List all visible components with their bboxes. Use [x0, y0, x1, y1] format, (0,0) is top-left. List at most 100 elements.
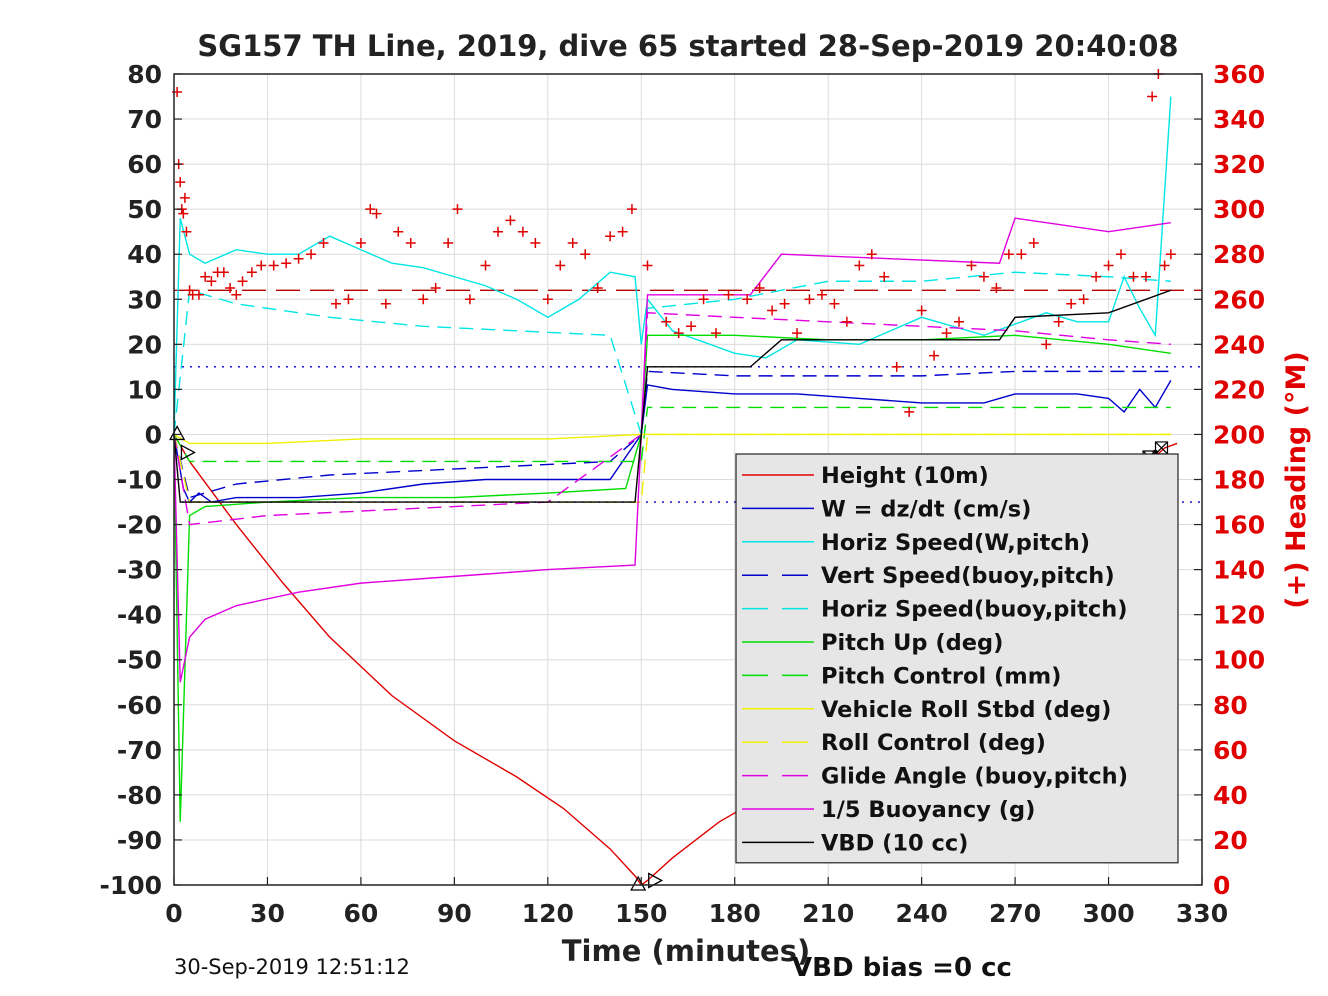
heading-point [742, 294, 753, 305]
heading-point [330, 298, 341, 309]
heading-point [904, 406, 915, 417]
series-group [173, 96, 1178, 886]
heading-point [517, 226, 528, 237]
heading-point [866, 249, 877, 260]
x-tick-label: 60 [344, 899, 379, 928]
y-tick-label: -80 [117, 781, 162, 810]
heading-point [854, 260, 865, 271]
heading-point [1159, 260, 1170, 271]
right-tick-label: 320 [1213, 150, 1265, 179]
right-tick-label: 280 [1213, 240, 1265, 269]
triangle-marker [648, 872, 664, 889]
heading-point [723, 289, 734, 300]
right-tick-label: 180 [1213, 466, 1265, 495]
chart-title: SG157 TH Line, 2019, dive 65 started 28-… [197, 29, 1178, 63]
heading-point [393, 226, 404, 237]
heading-point [405, 237, 416, 248]
heading-point [1091, 271, 1102, 282]
series-line [173, 433, 1171, 503]
heading-point [343, 294, 354, 305]
heading-point [929, 350, 940, 361]
heading-point [293, 253, 304, 264]
heading-point [754, 283, 765, 294]
x-tick-label: 210 [802, 899, 854, 928]
heading-point [1016, 249, 1027, 260]
heading-point [231, 289, 242, 300]
heading-point [1116, 249, 1127, 260]
series-line [173, 380, 1172, 504]
heading-point [978, 271, 989, 282]
y-tick-label: 30 [127, 285, 162, 314]
heading-point [480, 260, 491, 271]
legend-label: Horiz Speed(W,pitch) [821, 530, 1090, 556]
heading-point [642, 260, 653, 271]
legend-label: 1/5 Buoyancy (g) [821, 797, 1035, 823]
heading-point [1041, 339, 1052, 350]
heading-point [371, 208, 382, 219]
heading-point [178, 208, 189, 219]
triangle-marker [169, 425, 186, 441]
series-line [173, 406, 1171, 463]
legend-label: Glide Angle (buoy,pitch) [821, 764, 1128, 790]
heading-point [206, 276, 217, 287]
right-tick-label: 360 [1213, 60, 1265, 89]
timestamp: 30-Sep-2019 12:51:12 [174, 955, 410, 979]
heading-point [430, 283, 441, 294]
right-tick-label: 300 [1213, 195, 1265, 224]
right-tick-label: 0 [1213, 871, 1230, 900]
right-axis-label: (+) Heading (°M) [1281, 351, 1312, 608]
legend-box [735, 453, 1179, 864]
heading-point [281, 258, 292, 269]
heading-point [443, 237, 454, 248]
y-tick-label: 20 [127, 330, 162, 359]
legend-label: Pitch Control (mm) [821, 663, 1061, 689]
heading-point [891, 361, 902, 372]
heading-point [1103, 260, 1114, 271]
heading-point [966, 260, 977, 271]
heading-point [530, 237, 541, 248]
heading-point [673, 328, 684, 339]
legend-label: Vert Speed(buoy,pitch) [821, 563, 1115, 589]
y-axis-ticks: 80 70 60 50 40 30 20 10 0 -10 -20 -30 -40 -50 -60 -70 -8… [99, 60, 182, 900]
heading-point [1140, 271, 1151, 282]
heading-point [200, 271, 211, 282]
heading-point [418, 294, 429, 305]
right-tick-label: 340 [1213, 105, 1265, 134]
x-axis-label: Time (minutes) [562, 934, 810, 968]
y-tick-label: -10 [117, 466, 162, 495]
right-tick-label: 140 [1213, 556, 1265, 585]
heading-point [841, 316, 852, 327]
x-tick-label: 120 [522, 899, 574, 928]
heading-point [181, 226, 192, 237]
heading-point [175, 177, 186, 188]
heading-point [225, 283, 236, 294]
heading-point [1028, 237, 1039, 248]
legend-label: W = dz/dt (cm/s) [821, 496, 1031, 522]
heading-point [580, 249, 591, 260]
y-tick-label: 0 [145, 420, 162, 449]
y-tick-label: -30 [117, 556, 162, 585]
y-tick-label: -90 [117, 826, 162, 855]
heading-point [355, 237, 366, 248]
heading-point [237, 276, 248, 287]
heading-point [804, 294, 815, 305]
x-axis-ticks: 0 30 60 90 120 150 180 210 240 270 300 330 [165, 877, 1228, 928]
x-tick-label: 240 [896, 899, 948, 928]
heading-point [605, 231, 616, 242]
y-tick-label: 10 [127, 375, 162, 404]
heading-point [816, 289, 827, 300]
heading-point [380, 298, 391, 309]
heading-point [246, 267, 257, 278]
right-tick-label: 260 [1213, 285, 1265, 314]
heading-point [1053, 316, 1064, 327]
x-tick-label: 180 [709, 899, 761, 928]
legend: Height (10m) W = dz/dt (cm/s) Horiz Speed(… [735, 453, 1179, 864]
y-tick-label: -20 [117, 511, 162, 540]
heading-point [1003, 249, 1014, 260]
y-tick-label: -70 [117, 736, 162, 765]
heading-point [792, 328, 803, 339]
right-tick-label: 200 [1213, 420, 1265, 449]
y-tick-label: -40 [117, 601, 162, 630]
y-tick-label: -60 [117, 691, 162, 720]
right-tick-label: 80 [1213, 691, 1248, 720]
